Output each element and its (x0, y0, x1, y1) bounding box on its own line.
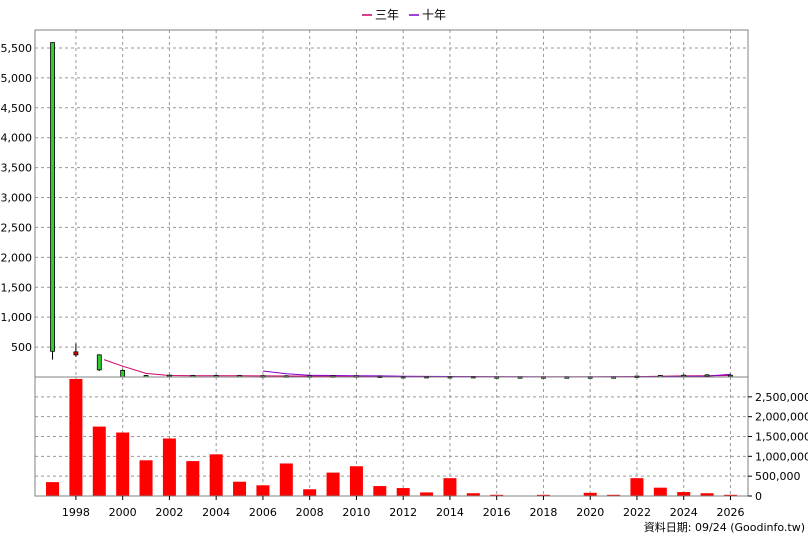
volume-bar (677, 492, 691, 496)
year-tick-label: 2004 (202, 506, 230, 519)
volume-bar (583, 492, 597, 496)
legend-three-year-label: 三年 (375, 8, 399, 22)
year-tick-label: 2006 (249, 506, 277, 519)
year-tick-label: 1998 (62, 506, 90, 519)
price-tick-label: 2,000 (1, 251, 33, 264)
price-tick-label: 1,500 (1, 281, 33, 294)
year-tick-label: 2018 (529, 506, 557, 519)
volume-tick-label: 0 (755, 490, 762, 503)
volume-bar (490, 494, 504, 496)
price-tick-label: 4,500 (1, 102, 33, 115)
volume-bars (46, 378, 737, 496)
volume-bar (373, 486, 387, 496)
volume-bar (723, 494, 737, 496)
year-tick-label: 2022 (623, 506, 651, 519)
volume-bar (256, 485, 270, 496)
price-tick-label: 500 (11, 341, 32, 354)
candle-body (120, 370, 126, 378)
year-axis-labels: 1998 2000 2002 2004 2006 2008 2010 2012 2014 2016… (62, 496, 744, 519)
price-tick-label: 4,000 (1, 132, 33, 145)
volume-bar (279, 463, 293, 496)
volume-bar (607, 494, 621, 496)
price-tick-label: 1,000 (1, 311, 33, 324)
volume-bar (209, 454, 223, 496)
volume-bar (700, 493, 714, 496)
year-tick-label: 2024 (670, 506, 698, 519)
legend: 三年 十年 (362, 8, 446, 22)
volume-bar (233, 481, 247, 496)
price-tick-label: 2,500 (1, 221, 33, 234)
volume-bar (116, 432, 130, 496)
candle-body (167, 374, 172, 378)
year-tick-label: 2002 (155, 506, 183, 519)
volume-axis-labels: 0 500,000 1,000,000 1,500,000 2,000,000 2,500… (748, 391, 808, 503)
volume-bar (653, 487, 667, 496)
year-tick-label: 2014 (436, 506, 464, 519)
candle-body (50, 42, 55, 352)
volume-bar (630, 478, 644, 496)
volume-bar (162, 438, 176, 496)
price-axis-labels: 500 1,000 1,500 2,000 2,500 3,000 3,500 4,000 4,… (1, 42, 33, 354)
volume-bar (536, 494, 550, 496)
candle-body (96, 354, 102, 371)
price-tick-label: 3,500 (1, 162, 33, 175)
volume-bar (396, 488, 410, 496)
candle-body (681, 374, 687, 378)
volume-bar (326, 472, 340, 496)
volume-bar (303, 489, 317, 496)
volume-bar (69, 378, 83, 496)
price-grid (35, 30, 748, 377)
volume-bar (466, 493, 480, 496)
year-tick-label: 2008 (296, 506, 324, 519)
volume-bar (46, 482, 60, 496)
candle-body (73, 351, 79, 356)
price-tick-label: 5,000 (1, 72, 33, 85)
volume-bar (92, 426, 106, 496)
year-tick-label: 2026 (716, 506, 744, 519)
volume-tick-label: 2,000,000 (755, 411, 808, 424)
price-tick-label: 5,500 (1, 42, 33, 55)
volume-bar (139, 460, 153, 496)
volume-tick-label: 1,500,000 (755, 431, 808, 444)
year-tick-label: 2012 (389, 506, 417, 519)
volume-grid (35, 377, 748, 496)
source-label: 資料日期: 09/24 (Goodinfo.tw) (644, 520, 805, 534)
volume-bar (349, 466, 363, 496)
year-tick-label: 2020 (576, 506, 604, 519)
volume-tick-label: 2,500,000 (755, 391, 808, 404)
volume-bar (443, 478, 457, 496)
year-tick-label: 2010 (342, 506, 370, 519)
candle-body (704, 374, 710, 377)
price-tick-label: 3,000 (1, 192, 33, 205)
candle-body (728, 374, 733, 378)
legend-ten-year-label: 十年 (422, 8, 446, 22)
year-tick-label: 2016 (483, 506, 511, 519)
volume-bar (420, 492, 434, 496)
volume-tick-label: 500,000 (755, 470, 801, 483)
year-tick-label: 2000 (109, 506, 137, 519)
volume-bar (186, 461, 200, 496)
volume-tick-label: 1,000,000 (755, 450, 808, 463)
